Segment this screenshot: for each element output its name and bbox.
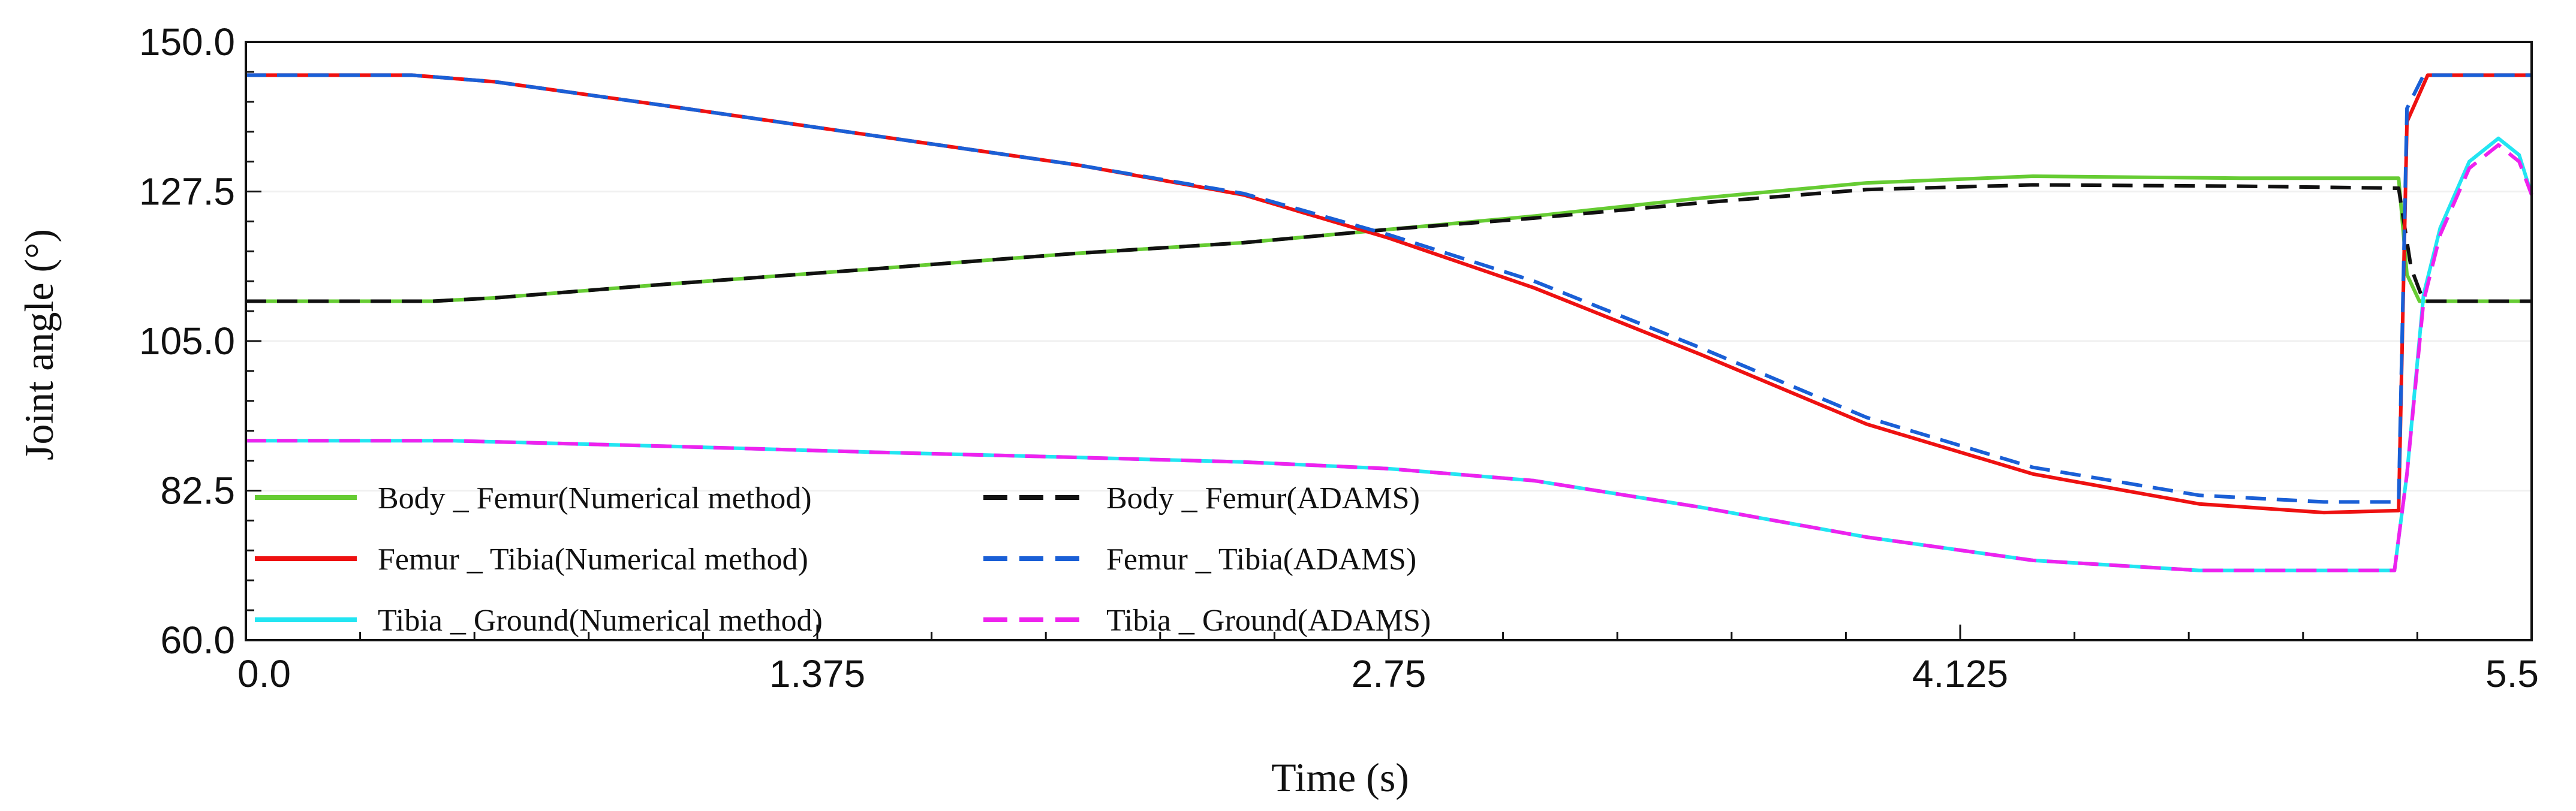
y-tick-label: 60.0 bbox=[160, 619, 235, 662]
y-tick-label: 105.0 bbox=[139, 319, 235, 363]
series-line-3 bbox=[246, 73, 2532, 515]
series-lines bbox=[246, 73, 2533, 572]
legend-label-3: Femur _ Tibia(Numerical method) bbox=[378, 542, 808, 577]
y-tick-label: 150.0 bbox=[139, 20, 235, 64]
legend-label-1: Body _ Femur(Numerical method) bbox=[378, 481, 812, 515]
ticks: 0.0 1.375 2.75 4.125 5.5 60.0 82.5 105.0 127.5 15… bbox=[139, 20, 2539, 695]
x-tick-label: 0.0 bbox=[237, 652, 291, 695]
x-axis-title: Time (s) bbox=[1271, 755, 1409, 800]
legend-label-2: Body _ Femur(ADAMS) bbox=[1106, 481, 1420, 515]
y-tick-label: 82.5 bbox=[160, 469, 235, 512]
legend-label-6: Tibia _ Ground(ADAMS) bbox=[1106, 604, 1431, 638]
grid-lines bbox=[246, 191, 2532, 492]
y-tick-label: 127.5 bbox=[139, 170, 235, 213]
series-line-4 bbox=[246, 73, 2532, 504]
legend: Body _ Femur(Numerical method) Body _ Fem… bbox=[255, 481, 1431, 638]
legend-label-5: Tibia _ Ground(Numerical method) bbox=[378, 604, 823, 638]
x-tick-label: 2.75 bbox=[1352, 652, 1427, 695]
x-tick-label: 4.125 bbox=[1912, 652, 2008, 695]
series-line-6 bbox=[246, 143, 2533, 572]
y-axis-title: Joint angle (°) bbox=[16, 229, 62, 460]
series-line-2 bbox=[246, 183, 2532, 303]
x-tick-label: 1.375 bbox=[769, 652, 865, 695]
x-tick-label: 5.5 bbox=[2485, 652, 2539, 695]
legend-label-4: Femur _ Tibia(ADAMS) bbox=[1106, 542, 1416, 577]
